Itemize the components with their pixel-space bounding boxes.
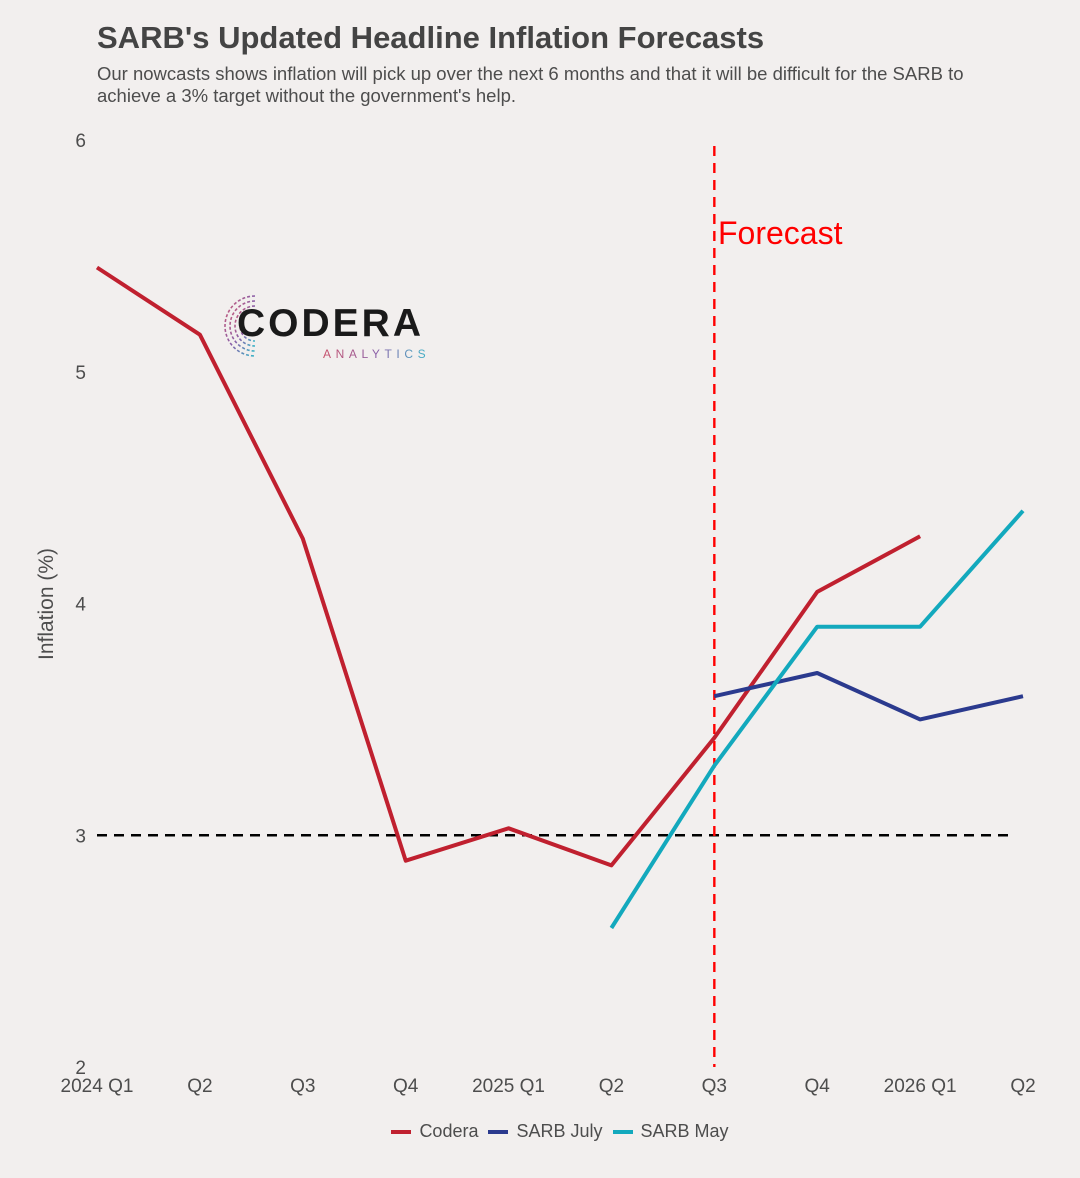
- chart-subtitle: Our nowcasts shows inflation will pick u…: [97, 63, 964, 106]
- x-tick-label: Q3: [290, 1076, 315, 1097]
- reference-lines: [97, 146, 1015, 1067]
- codera-logo: CODERA ANALYTICS: [215, 288, 455, 368]
- x-tick-label: Q2: [599, 1076, 624, 1097]
- y-tick-label: 5: [75, 363, 86, 384]
- x-tick-label: Q2: [1010, 1076, 1035, 1097]
- x-tick-label: 2025 Q1: [472, 1076, 545, 1097]
- codera-logo-mark-icon: [224, 295, 256, 357]
- x-tick-label: Q4: [805, 1076, 831, 1097]
- series-line-sarb-july: [713, 671, 1024, 722]
- y-axis-ticks: 2 3 4 5 6: [75, 131, 86, 1079]
- legend-swatch: [391, 1129, 412, 1134]
- legend-label: SARB May: [640, 1121, 729, 1141]
- x-tick-label: Q4: [393, 1076, 419, 1097]
- y-tick-label: 6: [75, 131, 86, 152]
- x-axis-ticks: 2024 Q1 Q2 Q3 Q4 2025 Q1 Q2 Q3 Q4 2026 Q1 Q2: [61, 1076, 1036, 1097]
- series-line-sarb-may: [609, 509, 1025, 930]
- legend-item: SARB July: [488, 1121, 603, 1142]
- y-tick-label: 2: [75, 1058, 86, 1079]
- legend-item: Codera: [391, 1121, 478, 1142]
- series-line-codera: [95, 265, 922, 868]
- legend-label: SARB July: [516, 1121, 603, 1141]
- logo-wordmark: CODERA: [237, 302, 425, 345]
- legend-swatch: [488, 1129, 509, 1134]
- series-lines: [95, 265, 1025, 930]
- logo-subtitle: ANALYTICS: [323, 347, 431, 361]
- x-tick-label: 2026 Q1: [884, 1076, 957, 1097]
- y-axis-title: Inflation (%): [35, 548, 58, 660]
- y-tick-label: 3: [75, 826, 86, 847]
- legend-label: Codera: [419, 1121, 479, 1141]
- x-tick-label: 2024 Q1: [61, 1076, 134, 1097]
- legend-item: SARB May: [612, 1121, 729, 1142]
- chart-title: SARB's Updated Headline Inflation Foreca…: [97, 20, 765, 55]
- y-tick-label: 4: [75, 595, 86, 616]
- legend-swatch: [612, 1129, 633, 1134]
- x-tick-label: Q2: [187, 1076, 212, 1097]
- x-tick-label: Q3: [702, 1076, 727, 1097]
- legend: Codera SARB July SARB May: [0, 1121, 1080, 1142]
- forecast-annotation: Forecast: [718, 215, 843, 251]
